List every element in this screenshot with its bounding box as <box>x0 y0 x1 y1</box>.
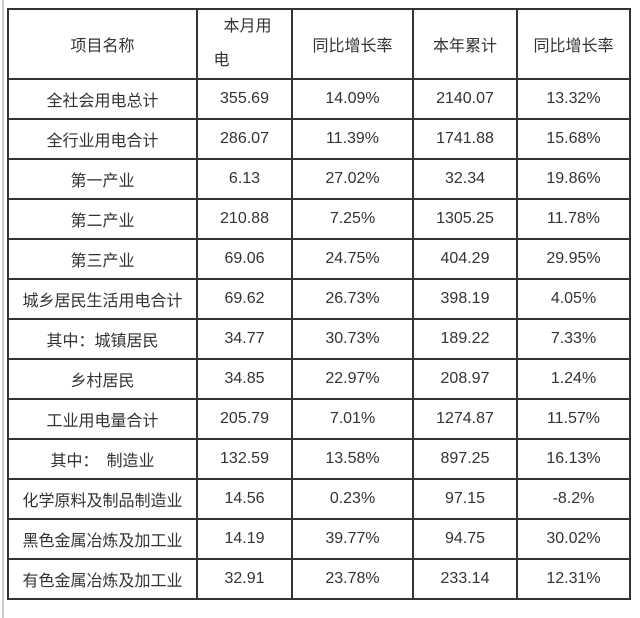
cell-ytd-yoy: 12.31% <box>516 558 631 600</box>
table-row: 化学原料及制品制造业 14.56 0.23% 97.15 -8.2% <box>7 478 631 520</box>
cell-ytd: 1274.87 <box>412 398 518 440</box>
cell-project-name: 全社会用电总计 <box>7 78 198 120</box>
cell-month-yoy: 22.97% <box>291 358 414 400</box>
cell-project-name: 其中：城镇居民 <box>7 318 198 360</box>
cell-ytd-yoy: 11.78% <box>516 198 631 240</box>
cell-month-yoy: 13.58% <box>291 438 414 480</box>
cell-month-usage: 132.59 <box>196 438 293 480</box>
cell-ytd: 97.15 <box>412 478 518 520</box>
cell-month-yoy: 14.09% <box>291 78 414 120</box>
cell-month-usage: 205.79 <box>196 398 293 440</box>
column-header-ytd: 本年累计 <box>412 8 518 80</box>
table-row: 第二产业 210.88 7.25% 1305.25 11.78% <box>7 198 631 240</box>
cell-ytd-yoy: 29.95% <box>516 238 631 280</box>
cell-month-usage: 34.85 <box>196 358 293 400</box>
cell-ytd: 32.34 <box>412 158 518 200</box>
cell-month-yoy: 0.23% <box>291 478 414 520</box>
table-row: 城乡居民生活用电合计 69.62 26.73% 398.19 4.05% <box>7 278 631 320</box>
cell-project-name: 城乡居民生活用电合计 <box>7 278 198 320</box>
cell-project-name: 其中： 制造业 <box>7 438 198 480</box>
column-header-month-usage-label: 本月用电 <box>213 18 272 69</box>
table-row: 黑色金属冶炼及加工业 14.19 39.77% 94.75 30.02% <box>7 518 631 560</box>
table-row: 全社会用电总计 355.69 14.09% 2140.07 13.32% <box>7 78 631 120</box>
table-row: 第一产业 6.13 27.02% 32.34 19.86% <box>7 158 631 200</box>
cell-ytd-yoy: 4.05% <box>516 278 631 320</box>
cell-month-yoy: 11.39% <box>291 118 414 160</box>
header-row: 项目名称 本月用电 同比增长率 本年累计 同比增长率 <box>7 8 631 80</box>
cell-project-name: 第二产业 <box>7 198 198 240</box>
cell-month-usage: 69.06 <box>196 238 293 280</box>
cell-month-yoy: 24.75% <box>291 238 414 280</box>
cell-month-yoy: 23.78% <box>291 558 414 600</box>
cell-ytd-yoy: 30.02% <box>516 518 631 560</box>
cell-ytd-yoy: 16.13% <box>516 438 631 480</box>
table-row: 其中： 制造业 132.59 13.58% 897.25 16.13% <box>7 438 631 480</box>
cell-project-name: 乡村居民 <box>7 358 198 400</box>
column-header-month-yoy: 同比增长率 <box>291 8 414 80</box>
cell-ytd: 398.19 <box>412 278 518 320</box>
cell-project-name: 化学原料及制品制造业 <box>7 478 198 520</box>
cell-ytd-yoy: 13.32% <box>516 78 631 120</box>
cell-ytd-yoy: 11.57% <box>516 398 631 440</box>
cell-project-name: 第三产业 <box>7 238 198 280</box>
cell-ytd-yoy: 7.33% <box>516 318 631 360</box>
cell-month-usage: 6.13 <box>196 158 293 200</box>
table-row: 第三产业 69.06 24.75% 404.29 29.95% <box>7 238 631 280</box>
table-header: 项目名称 本月用电 同比增长率 本年累计 同比增长率 <box>7 8 631 80</box>
cell-ytd-yoy: -8.2% <box>516 478 631 520</box>
cell-project-name: 黑色金属冶炼及加工业 <box>7 518 198 560</box>
cell-month-usage: 32.91 <box>196 558 293 600</box>
cell-ytd: 404.29 <box>412 238 518 280</box>
cell-ytd-yoy: 1.24% <box>516 358 631 400</box>
cell-month-usage: 34.77 <box>196 318 293 360</box>
cell-month-usage: 355.69 <box>196 78 293 120</box>
cell-ytd: 189.22 <box>412 318 518 360</box>
column-header-project-name: 项目名称 <box>7 8 198 80</box>
cell-month-yoy: 39.77% <box>291 518 414 560</box>
electricity-usage-table: 项目名称 本月用电 同比增长率 本年累计 同比增长率 全社会用电总计 355.69… <box>7 8 631 600</box>
cell-month-usage: 14.56 <box>196 478 293 520</box>
column-header-ytd-yoy: 同比增长率 <box>516 8 631 80</box>
cell-project-name: 有色金属冶炼及加工业 <box>7 558 198 600</box>
cell-month-usage: 69.62 <box>196 278 293 320</box>
table-body: 全社会用电总计 355.69 14.09% 2140.07 13.32% 全行业用电合计 2… <box>7 78 631 600</box>
cell-month-yoy: 27.02% <box>291 158 414 200</box>
cell-month-yoy: 26.73% <box>291 278 414 320</box>
cell-month-yoy: 7.01% <box>291 398 414 440</box>
table-row: 全行业用电合计 286.07 11.39% 1741.88 15.68% <box>7 118 631 160</box>
cell-ytd: 233.14 <box>412 558 518 600</box>
cell-month-usage: 286.07 <box>196 118 293 160</box>
cell-month-usage: 14.19 <box>196 518 293 560</box>
cell-month-yoy: 7.25% <box>291 198 414 240</box>
page-left-border <box>2 0 4 618</box>
cell-project-name: 第一产业 <box>7 158 198 200</box>
cell-ytd-yoy: 19.86% <box>516 158 631 200</box>
cell-ytd-yoy: 15.68% <box>516 118 631 160</box>
cell-month-usage: 210.88 <box>196 198 293 240</box>
cell-ytd: 1741.88 <box>412 118 518 160</box>
column-header-month-usage: 本月用电 <box>196 8 293 80</box>
table-row: 工业用电量合计 205.79 7.01% 1274.87 11.57% <box>7 398 631 440</box>
cell-month-yoy: 30.73% <box>291 318 414 360</box>
table-row: 其中：城镇居民 34.77 30.73% 189.22 7.33% <box>7 318 631 360</box>
cell-ytd: 897.25 <box>412 438 518 480</box>
cell-ytd: 1305.25 <box>412 198 518 240</box>
table-row: 有色金属冶炼及加工业 32.91 23.78% 233.14 12.31% <box>7 558 631 600</box>
cell-project-name: 工业用电量合计 <box>7 398 198 440</box>
cell-project-name: 全行业用电合计 <box>7 118 198 160</box>
table-row: 乡村居民 34.85 22.97% 208.97 1.24% <box>7 358 631 400</box>
cell-ytd: 94.75 <box>412 518 518 560</box>
cell-ytd: 2140.07 <box>412 78 518 120</box>
cell-ytd: 208.97 <box>412 358 518 400</box>
